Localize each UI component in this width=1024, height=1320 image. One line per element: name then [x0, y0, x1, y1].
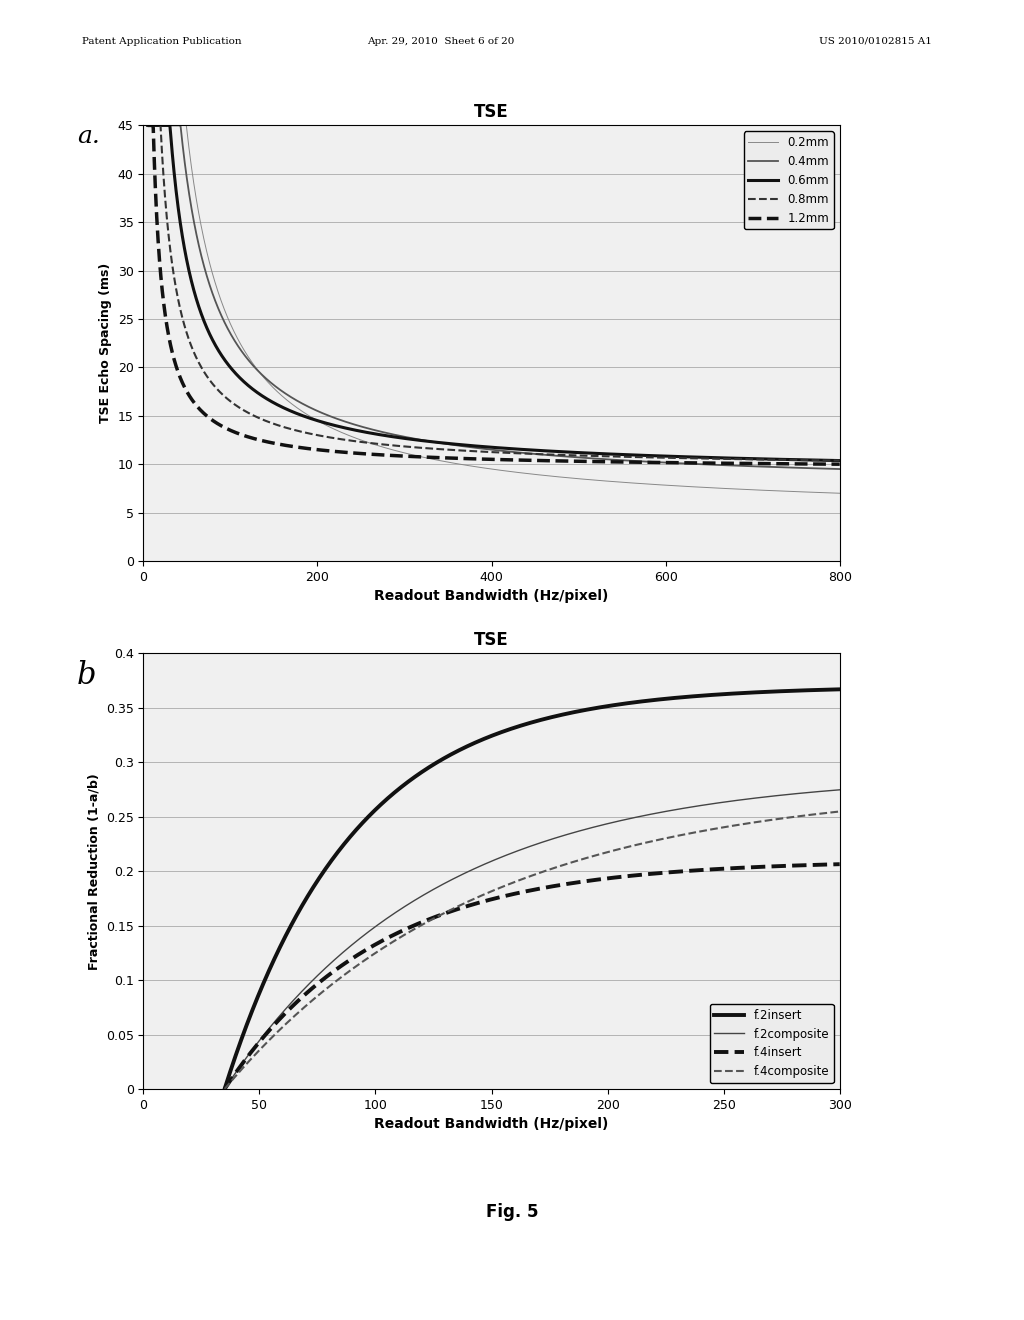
- 0.6mm: [813, 453, 825, 469]
- f.2insert: [467, 735, 479, 751]
- f.2composite: [467, 861, 479, 876]
- 0.4mm: [813, 461, 825, 477]
- 0.4mm: [460, 438, 472, 454]
- Line: 0.6mm: 0.6mm: [147, 125, 840, 461]
- 0.4mm: [478, 441, 490, 457]
- 0.8mm: [141, 117, 154, 133]
- f.4insert: [641, 866, 653, 882]
- 1.2mm: [813, 457, 825, 473]
- f.2insert: [641, 693, 653, 709]
- 1.2mm: [834, 457, 846, 473]
- Y-axis label: Fractional Reduction (1-a/b): Fractional Reduction (1-a/b): [87, 772, 100, 970]
- 0.2mm: [478, 461, 490, 477]
- 0.2mm: [141, 117, 154, 133]
- f.2composite: [710, 796, 722, 812]
- 1.2mm: [478, 451, 490, 467]
- 0.6mm: [834, 453, 846, 469]
- Text: Patent Application Publication: Patent Application Publication: [82, 37, 242, 46]
- f.4insert: [282, 1003, 294, 1019]
- f.4composite: [641, 834, 653, 850]
- f.2composite: [698, 797, 711, 813]
- X-axis label: Readout Bandwidth (Hz/pixel): Readout Bandwidth (Hz/pixel): [375, 589, 608, 603]
- Legend: 0.2mm, 0.4mm, 0.6mm, 0.8mm, 1.2mm: 0.2mm, 0.4mm, 0.6mm, 0.8mm, 1.2mm: [743, 131, 834, 230]
- 0.8mm: [686, 450, 698, 466]
- 0.4mm: [686, 455, 698, 471]
- Line: f.2insert: f.2insert: [224, 689, 840, 1089]
- 0.2mm: [813, 484, 825, 500]
- 0.8mm: [478, 444, 490, 459]
- 1.2mm: [686, 455, 698, 471]
- Y-axis label: TSE Echo Spacing (ms): TSE Echo Spacing (ms): [99, 263, 113, 424]
- 0.8mm: [177, 313, 189, 329]
- f.2composite: [218, 1081, 230, 1097]
- f.4composite: [489, 882, 502, 898]
- Line: 0.4mm: 0.4mm: [147, 125, 840, 469]
- Line: 0.8mm: 0.8mm: [147, 125, 840, 461]
- f.2composite: [282, 999, 294, 1015]
- 0.2mm: [813, 484, 825, 500]
- 0.2mm: [686, 479, 698, 495]
- 0.6mm: [141, 117, 154, 133]
- 0.4mm: [813, 461, 825, 477]
- f.4insert: [489, 891, 502, 907]
- 0.8mm: [813, 453, 825, 469]
- f.4insert: [710, 861, 722, 876]
- Text: US 2010/0102815 A1: US 2010/0102815 A1: [819, 37, 932, 46]
- 0.6mm: [813, 453, 825, 469]
- 1.2mm: [141, 117, 154, 133]
- 0.2mm: [834, 486, 846, 502]
- f.4composite: [218, 1081, 230, 1097]
- 0.6mm: [686, 449, 698, 465]
- 0.2mm: [177, 117, 189, 133]
- f.2composite: [641, 807, 653, 822]
- f.4composite: [282, 1015, 294, 1031]
- f.2composite: [834, 781, 846, 797]
- Text: a.: a.: [77, 125, 99, 148]
- 0.8mm: [834, 453, 846, 469]
- f.2composite: [489, 851, 502, 867]
- 0.6mm: [478, 438, 490, 454]
- Text: Apr. 29, 2010  Sheet 6 of 20: Apr. 29, 2010 Sheet 6 of 20: [367, 37, 514, 46]
- 0.6mm: [177, 232, 189, 248]
- f.4composite: [834, 804, 846, 820]
- Title: TSE: TSE: [474, 631, 509, 649]
- Legend: f.2insert, f.2composite, f.4insert, f.4composite: f.2insert, f.2composite, f.4insert, f.4c…: [710, 1005, 834, 1084]
- Line: f.2composite: f.2composite: [224, 789, 840, 1089]
- 0.4mm: [177, 140, 189, 156]
- f.4composite: [698, 822, 711, 838]
- f.2insert: [710, 686, 722, 702]
- Text: Fig. 5: Fig. 5: [485, 1203, 539, 1221]
- 0.6mm: [460, 437, 472, 453]
- Line: 0.2mm: 0.2mm: [147, 125, 840, 494]
- Text: b: b: [77, 660, 96, 690]
- f.2insert: [218, 1081, 230, 1097]
- f.4insert: [467, 896, 479, 912]
- f.4composite: [710, 821, 722, 837]
- Title: TSE: TSE: [474, 103, 509, 121]
- f.4insert: [698, 862, 711, 878]
- 1.2mm: [460, 450, 472, 466]
- f.2insert: [489, 726, 502, 742]
- X-axis label: Readout Bandwidth (Hz/pixel): Readout Bandwidth (Hz/pixel): [375, 1117, 608, 1131]
- Line: f.4composite: f.4composite: [224, 812, 840, 1089]
- Line: f.4insert: f.4insert: [224, 865, 840, 1089]
- f.4composite: [467, 891, 479, 907]
- f.4insert: [218, 1081, 230, 1097]
- 0.8mm: [460, 442, 472, 458]
- 0.4mm: [834, 461, 846, 477]
- 0.8mm: [813, 453, 825, 469]
- Line: 1.2mm: 1.2mm: [147, 125, 840, 465]
- f.2insert: [698, 688, 711, 704]
- 0.4mm: [141, 117, 154, 133]
- 0.2mm: [460, 457, 472, 473]
- 1.2mm: [177, 376, 189, 392]
- f.4insert: [834, 857, 846, 873]
- f.2insert: [282, 924, 294, 940]
- 1.2mm: [813, 457, 825, 473]
- f.2insert: [834, 681, 846, 697]
